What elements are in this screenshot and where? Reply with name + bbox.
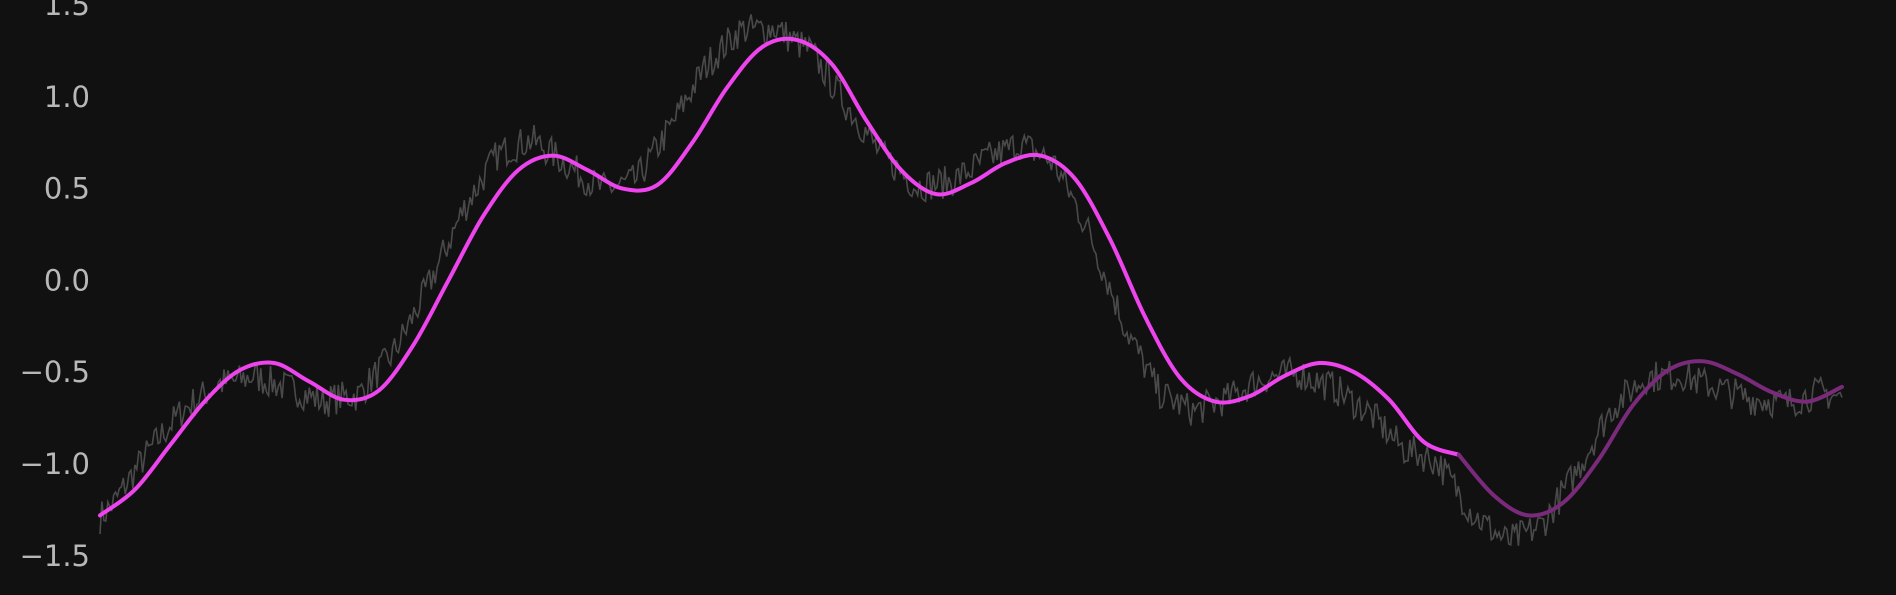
y-tick-label: 0.5 <box>44 172 90 206</box>
y-tick-label: 1.0 <box>44 80 90 114</box>
y-tick-label: −1.5 <box>20 539 90 573</box>
y-tick-label: 0.0 <box>44 263 90 297</box>
y-axis: 1.5 1.0 0.5 0.0 −0.5 −1.0 −1.5 <box>20 0 90 573</box>
noisy-signal-line <box>99 14 1843 547</box>
fitted-curve-line <box>98 36 1461 518</box>
plot-area <box>98 14 1844 547</box>
extrapolated-curve-line <box>1456 359 1844 518</box>
y-tick-label: −0.5 <box>20 355 90 389</box>
y-tick-label: 1.5 <box>44 0 90 22</box>
y-tick-label: −1.0 <box>20 447 90 481</box>
